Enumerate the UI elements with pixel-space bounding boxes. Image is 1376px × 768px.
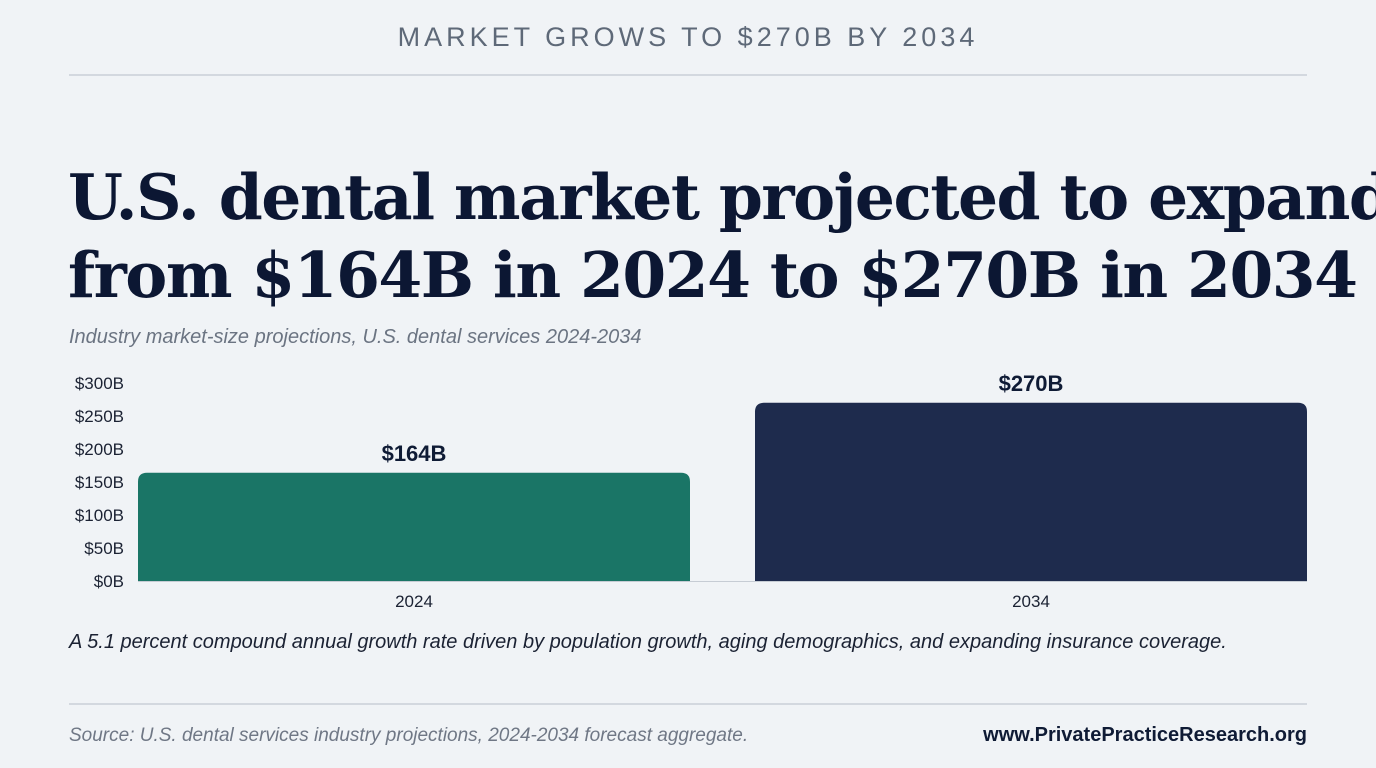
y-tick-label: $300B [75, 374, 124, 393]
y-tick-label: $50B [84, 539, 124, 558]
y-tick-label: $200B [75, 440, 124, 459]
chart-caption: A 5.1 percent compound annual growth rat… [69, 631, 1227, 653]
website-link[interactable]: www.PrivatePracticeResearch.org [983, 724, 1307, 746]
headline-line-1: U.S. dental market projected to expand [68, 160, 1376, 234]
bar-value-label: $270B [999, 371, 1064, 396]
headline: U.S. dental market projected to expand f… [68, 158, 1376, 314]
x-tick-label: 2024 [395, 592, 433, 611]
y-tick-label: $250B [75, 407, 124, 426]
y-tick-label: $100B [75, 506, 124, 525]
bar-chart: $0B $50B $100B $150B $200B $250B $300B $164B 202… [75, 371, 1307, 611]
headline-line-2: from $164B in 2024 to $270B in 2034 [68, 238, 1358, 312]
y-tick-label: $0B [94, 572, 124, 591]
chart-subtitle: Industry market-size projections, U.S. d… [69, 326, 642, 348]
source-note: Source: U.S. dental services industry pr… [69, 725, 749, 746]
bar-value-label: $164B [382, 441, 447, 466]
x-tick-label: 2034 [1012, 592, 1050, 611]
y-tick-label: $150B [75, 473, 124, 492]
bottom-divider [69, 703, 1307, 705]
kicker-title: MARKET GROWS TO $270B BY 2034 [397, 22, 979, 52]
bar-2024 [138, 472, 690, 581]
top-divider [69, 74, 1307, 76]
bar-2034 [755, 402, 1307, 581]
